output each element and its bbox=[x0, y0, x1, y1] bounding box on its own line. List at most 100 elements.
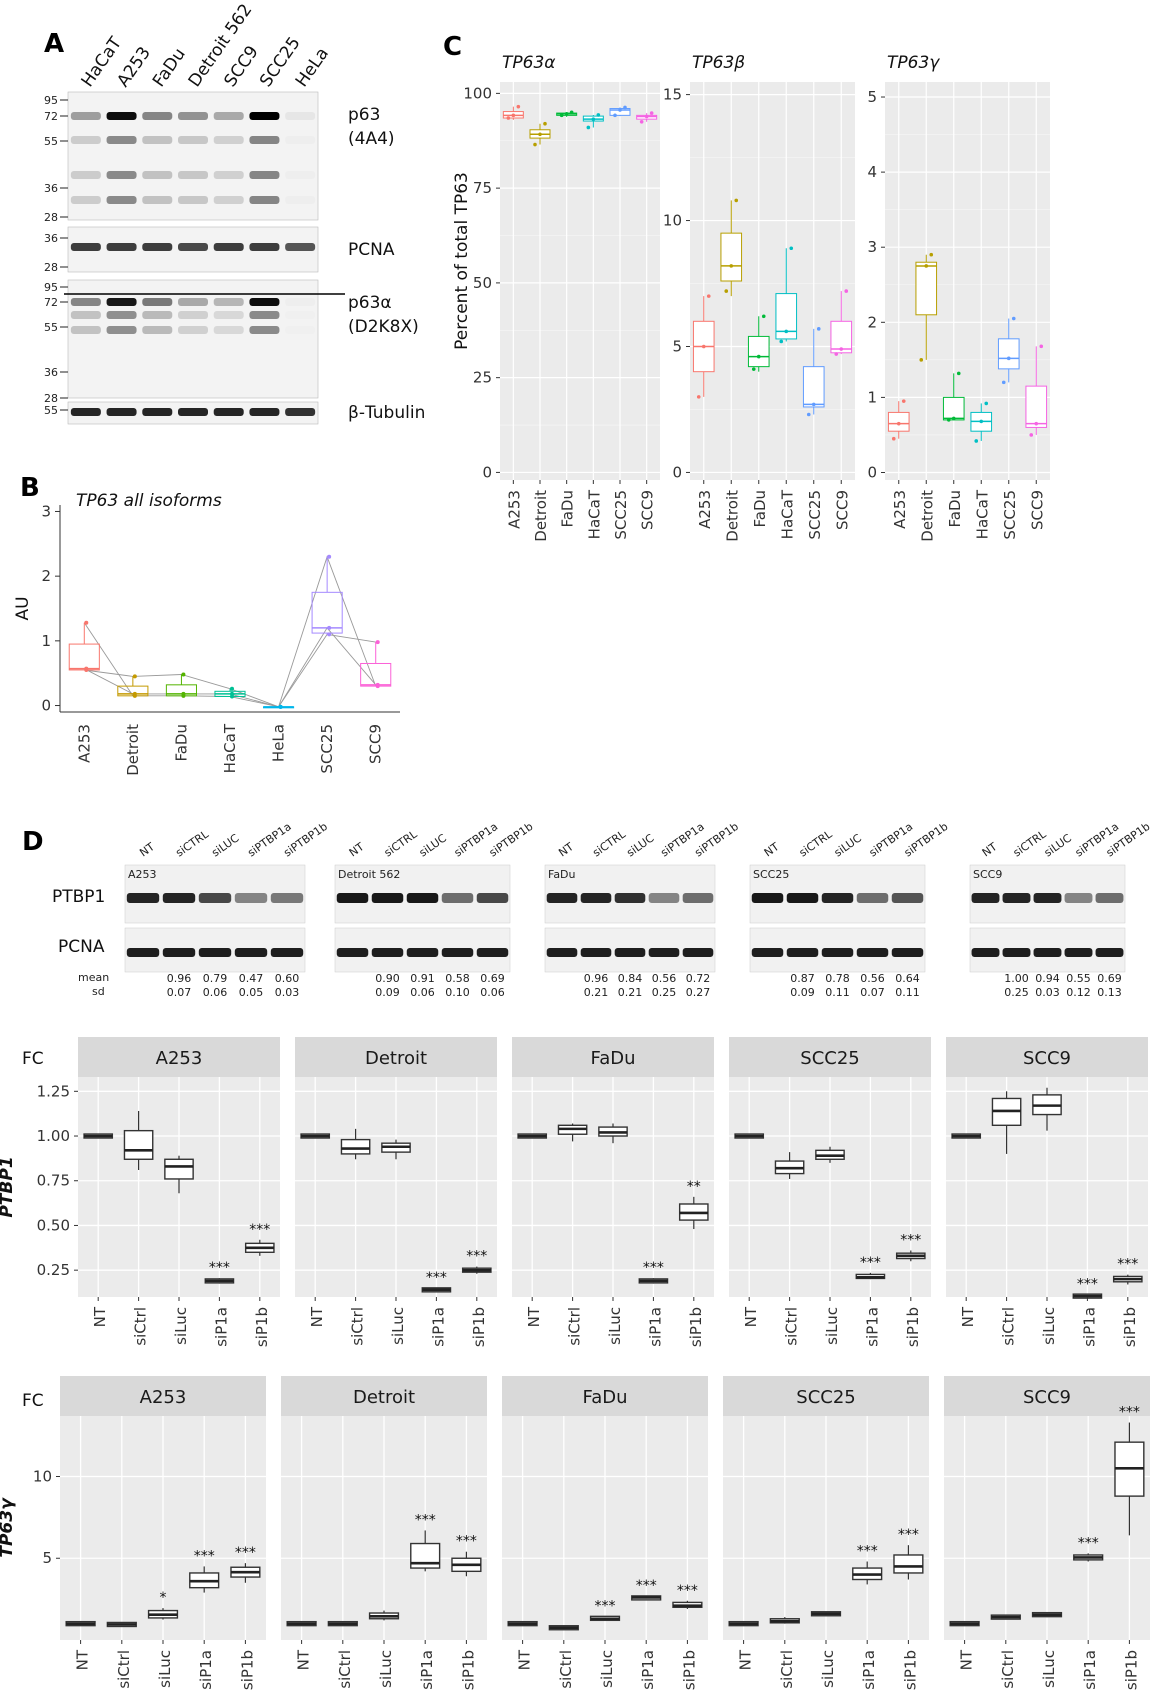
x-tick-label: siCtrl bbox=[132, 1307, 150, 1346]
blot-band bbox=[406, 948, 439, 957]
x-tick-label: FaDu bbox=[946, 490, 964, 528]
x-tick-label: Detroit bbox=[532, 490, 550, 542]
blot-band bbox=[213, 311, 244, 319]
data-point bbox=[924, 264, 929, 268]
y-tick-label: 0 bbox=[867, 463, 877, 481]
data-point bbox=[327, 554, 332, 559]
y-tick-label: 0.25 bbox=[37, 1261, 70, 1279]
data-point bbox=[644, 114, 649, 119]
blot-band bbox=[178, 112, 208, 120]
x-tick-label: SCC25 bbox=[806, 490, 824, 540]
blot-band bbox=[285, 171, 315, 179]
blot-band bbox=[1033, 948, 1062, 957]
blot-band bbox=[106, 243, 137, 251]
chart-d-tp63g: FC TP63γ 5 10 A253 NT siCtrl * siLuc *** siP1a *** s… bbox=[0, 1376, 1150, 1690]
lane-label: siCTRL bbox=[382, 827, 420, 859]
x-tick-label: siCtrl bbox=[557, 1650, 575, 1689]
x-tick-label: siCtrl bbox=[336, 1650, 354, 1689]
blot-band bbox=[476, 893, 509, 903]
y-tick-label: 1 bbox=[41, 632, 51, 650]
blot-row-label: PTBP1 bbox=[52, 887, 105, 907]
blot-band bbox=[106, 326, 137, 334]
marker-label: 36 bbox=[44, 366, 58, 379]
blot-band bbox=[891, 948, 924, 957]
y-tick-label: 10 bbox=[663, 212, 682, 230]
box bbox=[164, 1158, 194, 1180]
x-tick-label: siP1b bbox=[238, 1650, 256, 1690]
blot-band bbox=[70, 408, 101, 416]
significance-label: *** bbox=[235, 1545, 256, 1561]
blot-band bbox=[336, 948, 369, 957]
marker-label: 28 bbox=[44, 261, 58, 274]
stat-mean: 0.72 bbox=[686, 972, 711, 985]
x-tick-label: NT bbox=[516, 1649, 534, 1670]
panel-letter-d: D bbox=[22, 827, 44, 857]
x-tick-label: NT bbox=[295, 1649, 313, 1670]
significance-label: *** bbox=[426, 1270, 447, 1286]
facet-strip bbox=[944, 1376, 1150, 1416]
blot-band bbox=[178, 171, 208, 179]
x-tick-label: siP1b bbox=[1122, 1650, 1140, 1690]
blot-band bbox=[786, 893, 819, 903]
data-point bbox=[844, 289, 849, 293]
blot-band bbox=[213, 112, 244, 120]
x-tick-label: SCC25 bbox=[318, 724, 336, 774]
data-point bbox=[132, 674, 137, 679]
blot-band bbox=[213, 171, 244, 179]
blot-band bbox=[106, 171, 137, 179]
lane-label: NT bbox=[347, 840, 367, 859]
y-tick-label: 3 bbox=[41, 502, 51, 520]
y-axis-title: PTBP1 bbox=[0, 1156, 17, 1217]
significance-label: *** bbox=[595, 1598, 616, 1614]
y-tick-label: 5 bbox=[867, 88, 877, 106]
significance-label: *** bbox=[466, 1249, 487, 1265]
stat-mean: 0.78 bbox=[825, 972, 850, 985]
y-tick-label: 2 bbox=[41, 567, 51, 585]
blot-band bbox=[213, 196, 244, 204]
x-tick-label: SCC9 bbox=[1028, 490, 1046, 530]
x-tick-label: siLuc bbox=[156, 1650, 174, 1688]
data-point bbox=[181, 672, 186, 677]
blot-row-label: p63α bbox=[348, 293, 392, 313]
blot-band bbox=[476, 948, 509, 957]
marker-label: 95 bbox=[44, 94, 58, 107]
data-point bbox=[84, 620, 89, 625]
marker-label: 28 bbox=[44, 211, 58, 224]
x-tick-label: A253 bbox=[696, 490, 714, 529]
blot-band bbox=[106, 112, 137, 120]
blot-band bbox=[786, 948, 819, 957]
blot-band bbox=[70, 196, 101, 204]
data-point bbox=[569, 110, 574, 115]
data-point bbox=[586, 125, 591, 130]
lane-label: siCTRL bbox=[1011, 827, 1049, 859]
data-point bbox=[896, 421, 901, 426]
data-point bbox=[230, 691, 234, 696]
blot-band bbox=[70, 243, 101, 251]
y-tick-label: 4 bbox=[867, 163, 877, 181]
blot-band bbox=[285, 326, 315, 334]
significance-label: * bbox=[160, 1590, 167, 1606]
blot-band bbox=[648, 948, 680, 957]
facet-title: SCC25 bbox=[800, 1048, 859, 1069]
box bbox=[1025, 385, 1048, 428]
data-point bbox=[984, 401, 989, 406]
box bbox=[830, 320, 853, 354]
lane-label: siCTRL bbox=[590, 827, 628, 859]
x-tick-label: SCC9 bbox=[833, 490, 851, 530]
x-tick-label: siCtrl bbox=[1000, 1307, 1018, 1346]
data-point bbox=[649, 111, 654, 115]
data-point bbox=[230, 686, 234, 691]
data-point bbox=[1029, 433, 1034, 437]
blot-band bbox=[285, 243, 316, 251]
blot-band bbox=[682, 893, 714, 903]
blot-band bbox=[891, 893, 924, 903]
x-tick-label: FaDu bbox=[751, 490, 769, 528]
stat-mean: 0.55 bbox=[1066, 972, 1091, 985]
x-tick-label: A253 bbox=[75, 724, 93, 763]
data-point bbox=[1034, 421, 1039, 426]
facet-title: TP63α bbox=[502, 53, 555, 73]
lane-label: NT bbox=[980, 840, 1000, 859]
data-point bbox=[696, 395, 701, 399]
